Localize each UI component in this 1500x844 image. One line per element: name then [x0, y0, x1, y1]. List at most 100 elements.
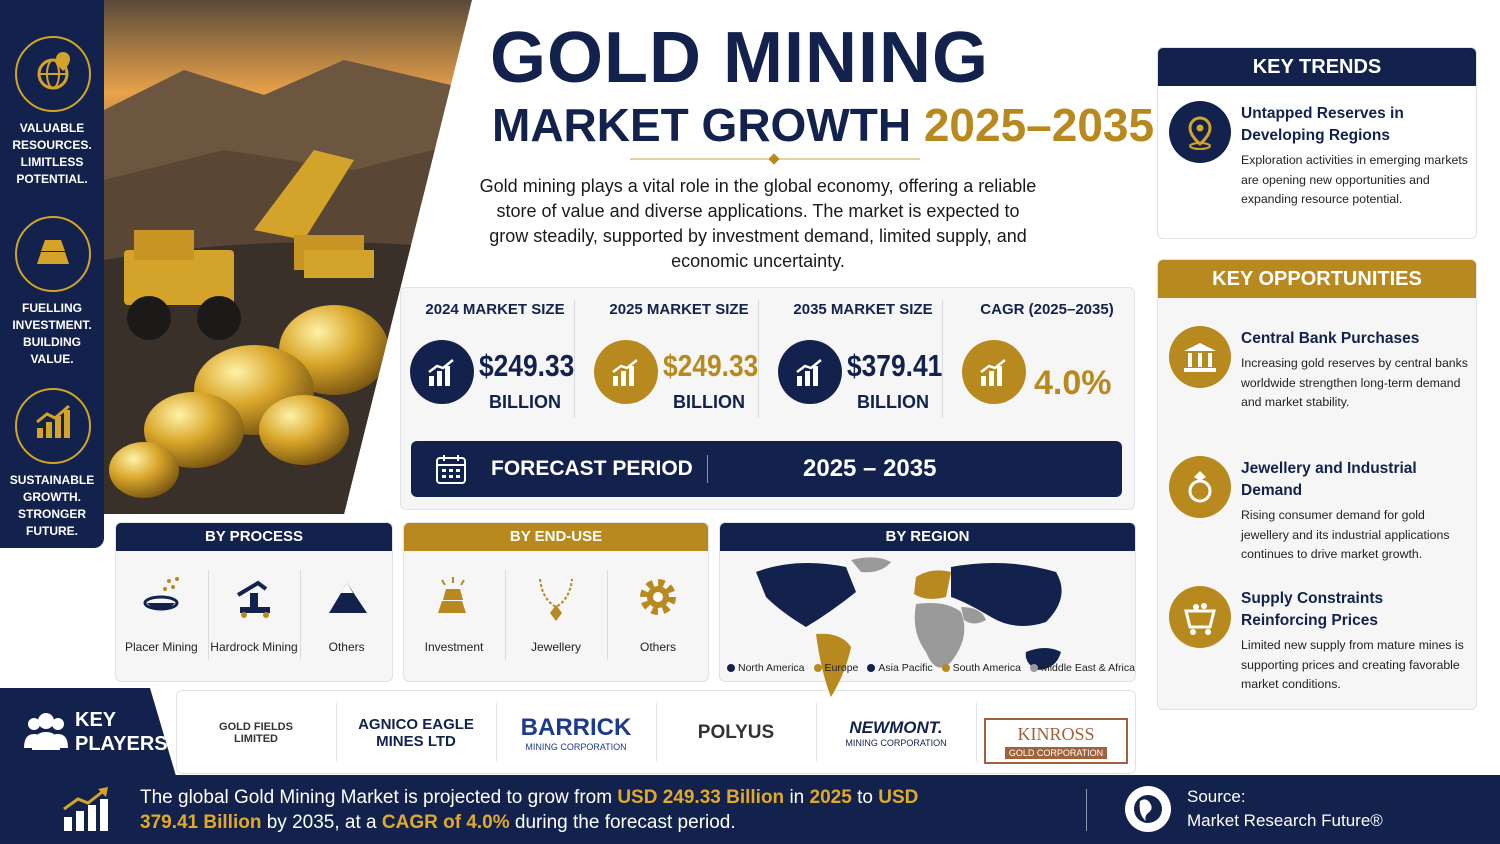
stat-label: CAGR (2025–2035) — [980, 301, 1114, 318]
stat-unit: BILLION — [857, 392, 929, 412]
stat-icon — [778, 340, 842, 404]
legend-label: Europe — [824, 662, 859, 674]
company-name: POLYUS — [697, 722, 775, 743]
company-name: GOLD FIELDS — [219, 721, 293, 733]
icon-circle — [175, 577, 180, 581]
stat-label: 2035 MARKET SIZE — [793, 301, 933, 318]
sidebar-circle — [15, 36, 91, 112]
icon-polyline — [980, 359, 1006, 373]
icon-ellipse — [259, 395, 349, 465]
icon-rect — [55, 416, 61, 438]
summary-text: by 2035, at a — [261, 812, 382, 833]
trends-title: KEY TRENDS — [1158, 48, 1476, 86]
icon-circle — [127, 296, 171, 340]
icon-rect — [37, 428, 43, 438]
stat-icon-glyph — [611, 358, 641, 393]
source: Market Research Future® — [1187, 811, 1383, 830]
icon-svg — [640, 579, 676, 615]
segment-item: Hardrock Mining — [210, 640, 298, 654]
icon-polyline — [63, 787, 107, 811]
item-icon — [1169, 586, 1231, 648]
company-name: NEWMONT. — [849, 718, 943, 737]
icon-rect — [240, 607, 270, 613]
icon-rect — [797, 376, 802, 386]
legend-item: Middle East & Africa — [1029, 662, 1135, 674]
players-label-box: KEY PLAYERS — [0, 688, 176, 776]
icon-path — [32, 732, 60, 750]
icon-polygon — [438, 601, 466, 613]
company-logo: NEWMONT. MINING CORPORATION — [824, 700, 968, 766]
item-title: Jewellery and Industrial Demand — [1241, 460, 1417, 499]
icon-rect — [437, 371, 442, 386]
legend-item: Europe — [813, 662, 859, 674]
company-name: BARRICK — [520, 714, 632, 741]
company-subtitle: GOLD CORPORATION — [1004, 746, 1108, 759]
footer-summary: The global Gold Mining Market is project… — [140, 785, 920, 835]
forecast-value: 2025 – 2035 — [803, 455, 937, 482]
icon-circle — [163, 587, 168, 591]
logo-separator — [656, 703, 657, 761]
item-icon-glyph — [1178, 465, 1222, 514]
legend-label: South America — [952, 662, 1021, 674]
icon-rect — [981, 376, 986, 386]
company-logo: BARRICK MINING CORPORATION — [504, 700, 648, 766]
stat-label: 2024 MARKET SIZE — [425, 301, 565, 318]
footer-separator — [1086, 789, 1087, 831]
segment-item: Placer Mining — [124, 640, 198, 654]
stat-value: $379.41 — [847, 348, 943, 383]
segment-icon — [232, 575, 278, 628]
icon-polyline — [612, 359, 638, 373]
world-map — [736, 552, 1081, 707]
segment-title: BY REGION — [720, 523, 1135, 551]
icon-g — [64, 799, 108, 831]
stat-separator — [942, 300, 943, 418]
icon-g — [441, 577, 465, 586]
legend-swatch — [867, 664, 876, 672]
opportunities-title: KEY OPPORTUNITIES — [1158, 260, 1476, 298]
icon-ellipse — [1189, 142, 1211, 150]
legend-item: South America — [941, 662, 1021, 674]
icon-svg — [756, 557, 1062, 697]
icon-rect — [997, 366, 1002, 386]
icon-rect — [1184, 368, 1216, 372]
icon-g — [24, 713, 68, 750]
icon-path — [56, 52, 70, 71]
stat-icon-glyph — [795, 358, 825, 393]
icon-rect — [1188, 353, 1192, 367]
icon-svg — [1184, 603, 1216, 635]
item-title: Central Bank Purchases — [1241, 330, 1420, 347]
forecast-bar: FORECAST PERIOD 2025 – 2035 — [411, 441, 1122, 497]
segment-icon — [534, 575, 580, 628]
item-icon — [1169, 456, 1231, 518]
summary-highlight: CAGR of 4.0% — [381, 812, 510, 833]
icon-circle — [263, 612, 269, 618]
sidebar-circle — [15, 388, 91, 464]
legend-label: North America — [738, 662, 805, 674]
company-subtitle: MINING CORPORATION — [525, 742, 627, 752]
icon-polygon — [443, 589, 463, 600]
company-logo: KINROSS GOLD CORPORATION — [984, 718, 1128, 764]
icon-path — [851, 557, 891, 573]
icon-circle — [167, 579, 172, 583]
icon-rect — [46, 422, 52, 438]
title-line2: MARKET GROWTH 2025–2035 — [492, 98, 1154, 152]
segment-item: Others — [639, 640, 676, 654]
globe-icon — [1125, 786, 1171, 832]
footer: The global Gold Mining Market is project… — [0, 775, 1500, 844]
icon-svg — [612, 359, 638, 386]
icon-g — [797, 366, 818, 386]
icon-path — [1184, 609, 1216, 629]
stat-icon — [410, 340, 474, 404]
sidebar-icon — [23, 44, 83, 109]
segment-separator — [607, 570, 608, 660]
summary-text: The global Gold Mining Market is project… — [140, 787, 618, 808]
icon-rect — [134, 230, 194, 260]
icon-svg — [1188, 116, 1212, 150]
icon-svg — [428, 359, 454, 386]
icon-polygon — [41, 240, 65, 251]
segment-icon — [432, 575, 478, 628]
legend-label: Asia Pacific — [878, 662, 933, 674]
segment-separator — [505, 570, 506, 660]
icon-rect — [449, 475, 453, 478]
